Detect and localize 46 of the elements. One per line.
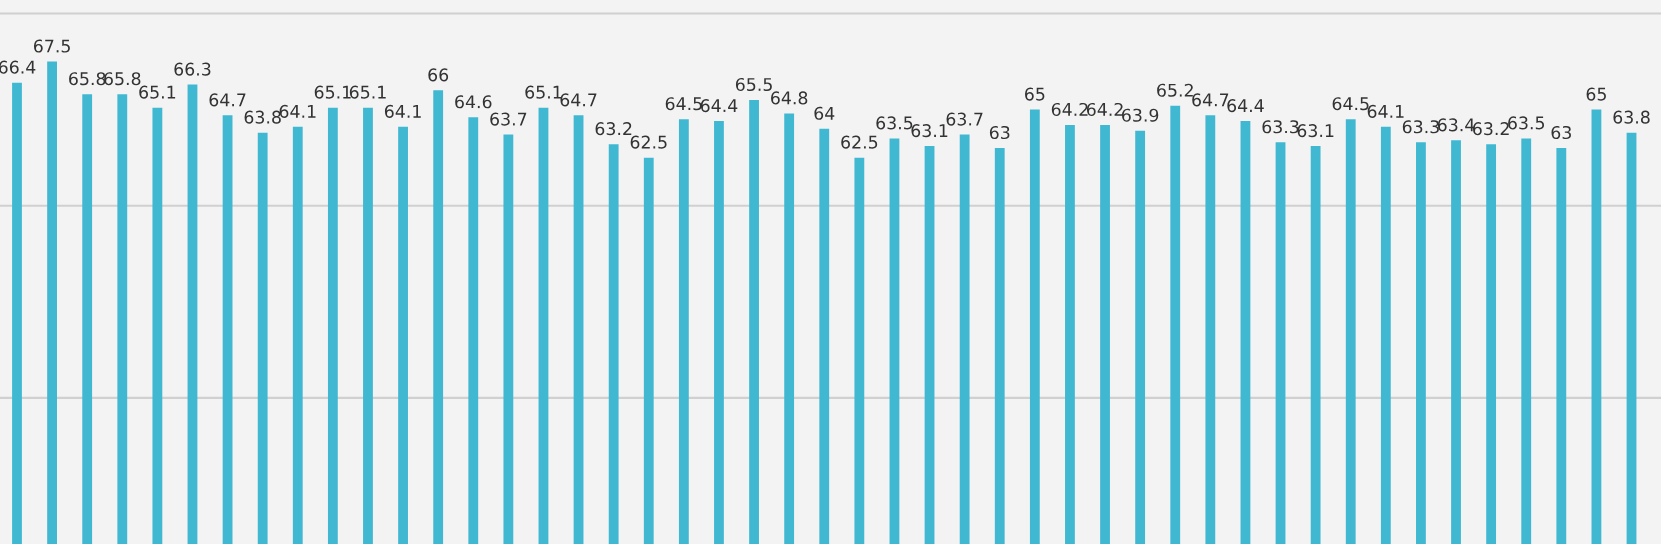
data-label: 65 xyxy=(1586,87,1606,101)
data-label: 66.3 xyxy=(174,62,211,76)
data-label: 64.2 xyxy=(1086,102,1123,117)
data-label: 63 xyxy=(989,125,1010,140)
data-label: 64.7 xyxy=(1192,93,1229,107)
data-label: 63.2 xyxy=(1473,122,1509,136)
data-label: 64.5 xyxy=(665,97,702,111)
data-label: 67.5 xyxy=(33,39,70,53)
data-label: 65.1 xyxy=(139,85,176,99)
data-label: 64.1 xyxy=(1367,104,1404,118)
data-label: 63.1 xyxy=(1297,124,1334,138)
data-label: 63 xyxy=(1551,125,1571,140)
data-label: 65.8 xyxy=(104,72,141,86)
data-label: 65.1 xyxy=(525,85,562,99)
data-label: 64.7 xyxy=(560,93,597,107)
data-label: 65.1 xyxy=(314,85,351,99)
data-label: 63.9 xyxy=(1122,108,1159,122)
data-label: 62.5 xyxy=(630,135,667,149)
data-label: 64.6 xyxy=(455,95,492,109)
data-label: 66 xyxy=(428,68,449,82)
data-label: 64.7 xyxy=(209,93,246,107)
data-label: 64.1 xyxy=(384,104,421,118)
data-label: 64.5 xyxy=(1332,97,1369,111)
data-label: 63.8 xyxy=(244,110,281,124)
data-label: 63.5 xyxy=(1508,116,1545,130)
data-label: 63.7 xyxy=(946,112,983,126)
data-label: 62.5 xyxy=(841,135,878,149)
data-label: 65.8 xyxy=(69,72,106,86)
data-label: 63.8 xyxy=(1613,110,1650,124)
data-label: 64.8 xyxy=(771,91,808,105)
data-label: 64 xyxy=(814,106,835,120)
data-label: 63.3 xyxy=(1262,120,1299,134)
data-label: 63.5 xyxy=(876,116,913,130)
data-label: 63.1 xyxy=(911,124,948,138)
data-label: 64.1 xyxy=(279,104,316,118)
data-label: 65.1 xyxy=(349,85,386,99)
data-label: 63.7 xyxy=(490,112,527,126)
data-label: 65.5 xyxy=(735,77,772,92)
data-label: 63.4 xyxy=(1437,118,1475,132)
data-label: 64.2 xyxy=(1051,102,1088,117)
data-label: 63.3 xyxy=(1402,120,1439,134)
data-label: 64.4 xyxy=(1227,99,1264,113)
data-label: 65 xyxy=(1025,87,1045,101)
data-label: 63.2 xyxy=(595,122,632,136)
data-label: 64.4 xyxy=(700,99,738,113)
data-label: 65.2 xyxy=(1157,83,1193,97)
